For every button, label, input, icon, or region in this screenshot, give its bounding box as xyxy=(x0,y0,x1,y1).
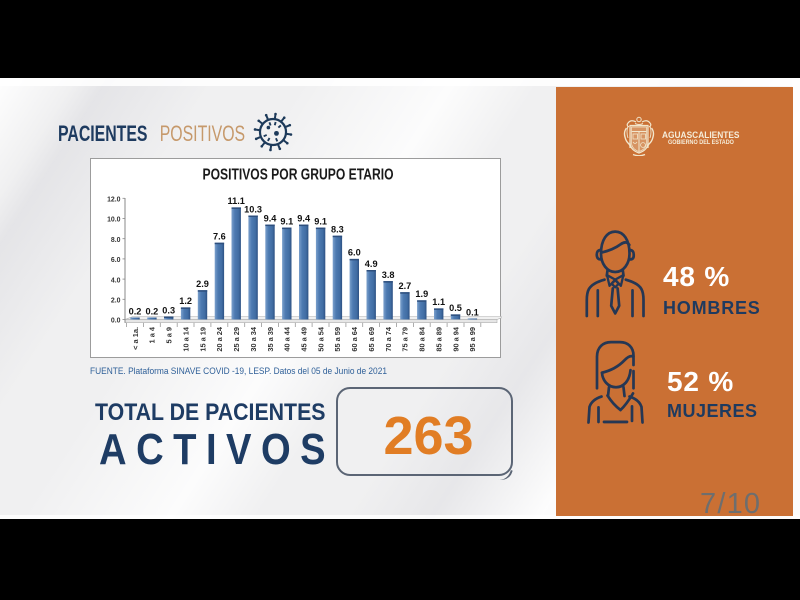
svg-text:6.0: 6.0 xyxy=(111,257,121,264)
svg-text:1.2: 1.2 xyxy=(179,296,192,306)
svg-text:9.4: 9.4 xyxy=(297,213,311,223)
svg-text:95 a 99: 95 a 99 xyxy=(468,327,477,352)
svg-text:9.1: 9.1 xyxy=(280,216,293,226)
svg-text:3.8: 3.8 xyxy=(382,270,395,280)
svg-text:0.2: 0.2 xyxy=(129,306,142,316)
svg-text:5 a 9: 5 a 9 xyxy=(165,327,174,343)
svg-text:10.3: 10.3 xyxy=(244,204,262,214)
svg-text:25 a 29: 25 a 29 xyxy=(232,327,241,352)
svg-text:80 a 84: 80 a 84 xyxy=(418,326,427,352)
svg-text:1.1: 1.1 xyxy=(432,297,445,307)
svg-text:1 a 4: 1 a 4 xyxy=(148,326,157,343)
svg-text:2.7: 2.7 xyxy=(399,281,412,291)
svg-text:30 a 34: 30 a 34 xyxy=(249,326,258,352)
svg-text:2.0: 2.0 xyxy=(111,298,121,305)
svg-text:7.6: 7.6 xyxy=(213,232,226,242)
svg-text:10 a 14: 10 a 14 xyxy=(181,326,190,352)
svg-text:< a 1a.: < a 1a. xyxy=(131,327,140,350)
svg-text:0.5: 0.5 xyxy=(449,303,462,313)
svg-text:0.0: 0.0 xyxy=(111,318,121,325)
svg-text:10.0: 10.0 xyxy=(107,217,121,224)
svg-text:9.1: 9.1 xyxy=(314,216,327,226)
svg-text:8.0: 8.0 xyxy=(111,237,121,244)
svg-text:60 a 64: 60 a 64 xyxy=(350,326,359,352)
svg-text:45 a 49: 45 a 49 xyxy=(300,327,309,352)
svg-text:65 a 69: 65 a 69 xyxy=(367,327,376,352)
svg-text:8.3: 8.3 xyxy=(331,225,344,235)
svg-text:0.3: 0.3 xyxy=(162,305,175,315)
svg-text:9.4: 9.4 xyxy=(264,213,278,223)
svg-text:35 a 39: 35 a 39 xyxy=(266,327,275,352)
svg-text:12.0: 12.0 xyxy=(107,197,121,204)
svg-text:40 a 44: 40 a 44 xyxy=(283,326,292,352)
svg-text:2.9: 2.9 xyxy=(196,279,209,289)
svg-text:85 a 89: 85 a 89 xyxy=(435,327,444,352)
svg-text:1.9: 1.9 xyxy=(415,289,428,299)
svg-text:4.0: 4.0 xyxy=(111,277,121,284)
svg-text:55 a 59: 55 a 59 xyxy=(333,327,342,352)
svg-text:15 a 19: 15 a 19 xyxy=(198,327,207,352)
svg-text:70 a 74: 70 a 74 xyxy=(384,326,393,352)
svg-text:50 a 54: 50 a 54 xyxy=(316,326,325,352)
svg-text:4.9: 4.9 xyxy=(365,259,378,269)
svg-text:6.0: 6.0 xyxy=(348,248,361,258)
svg-text:20 a 24: 20 a 24 xyxy=(215,326,224,352)
svg-text:90 a 94: 90 a 94 xyxy=(451,326,460,352)
svg-text:11.1: 11.1 xyxy=(228,196,245,206)
svg-text:POSITIVOS POR GRUPO ETARIO: POSITIVOS POR GRUPO ETARIO xyxy=(203,167,394,184)
svg-text:0.1: 0.1 xyxy=(466,307,479,317)
svg-text:75 a 79: 75 a 79 xyxy=(401,327,410,352)
svg-text:0.2: 0.2 xyxy=(146,306,159,316)
